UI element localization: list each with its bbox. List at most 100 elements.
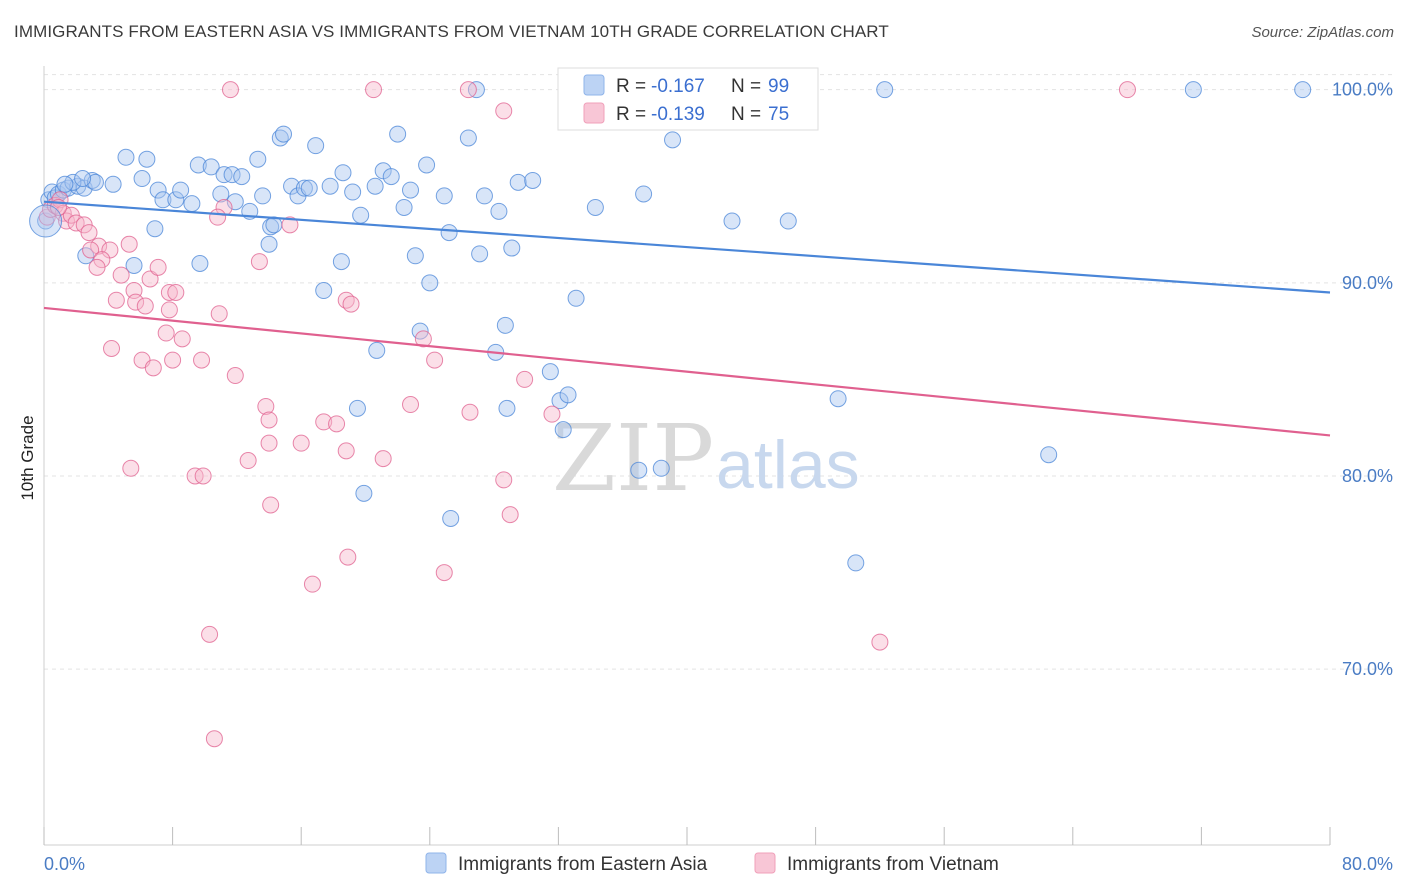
data-point (332, 253, 350, 271)
data-point (283, 177, 301, 195)
data-point (160, 301, 178, 319)
x-tick-label-max: 80.0% (1342, 854, 1393, 874)
data-point (471, 245, 489, 263)
data-point (503, 239, 521, 257)
data-point (138, 150, 156, 168)
data-point (250, 253, 268, 271)
data-point (418, 156, 436, 174)
series-points-vietnam (38, 81, 1136, 748)
trend-line-vietnam (43, 306, 1331, 437)
data-point (149, 181, 167, 199)
data-point (164, 351, 182, 369)
data-point (495, 471, 513, 489)
data-point (201, 625, 219, 643)
data-point (541, 363, 559, 381)
data-point (586, 198, 604, 216)
data-point (871, 633, 889, 651)
data-point (103, 339, 121, 357)
gridlines (44, 74, 1395, 670)
data-point (779, 212, 797, 230)
data-point (260, 434, 278, 452)
data-point (212, 185, 230, 203)
series-legend-label-eastern-asia: Immigrants from Eastern Asia (458, 854, 708, 875)
data-point (226, 367, 244, 385)
data-point (104, 175, 122, 193)
data-point (355, 484, 373, 502)
data-point (442, 509, 460, 527)
legend-n-value-eastern-asia: 99 (768, 76, 789, 97)
data-point (295, 179, 313, 197)
data-point (315, 413, 333, 431)
data-point (260, 411, 278, 429)
data-point (281, 216, 299, 234)
legend-r-label-eastern-asia: R = (616, 76, 646, 97)
data-point (262, 218, 280, 236)
data-point (490, 202, 508, 220)
data-point (205, 730, 223, 748)
data-point (368, 341, 386, 359)
data-point (543, 405, 561, 423)
data-point (664, 131, 682, 149)
data-point (122, 459, 140, 477)
data-point (382, 168, 400, 186)
data-point (374, 450, 392, 468)
series-legend: Immigrants from Eastern Asia Immigrants … (425, 852, 999, 875)
data-point (133, 170, 151, 188)
data-point (426, 351, 444, 369)
series-legend-swatch-eastern-asia (425, 852, 447, 874)
data-point (342, 295, 360, 313)
data-point (210, 305, 228, 323)
data-point (498, 399, 516, 417)
series-legend-swatch-vietnam (754, 852, 776, 874)
data-point (80, 224, 98, 242)
y-tick-label: 90.0% (1342, 273, 1393, 293)
data-point (125, 256, 143, 274)
data-point (141, 270, 159, 288)
data-point (202, 158, 220, 176)
trend-lines (43, 200, 1331, 437)
data-point (630, 461, 648, 479)
data-point (516, 370, 534, 388)
data-point (328, 415, 346, 433)
legend-swatch-vietnam (583, 102, 605, 124)
data-point (459, 81, 477, 99)
data-point (167, 191, 185, 209)
data-point (440, 224, 458, 242)
data-point (226, 193, 244, 211)
data-point (183, 195, 201, 213)
source-credit: Source: ZipAtlas.com (1251, 24, 1394, 41)
data-point (495, 102, 513, 120)
data-point (172, 181, 190, 199)
data-point (567, 289, 585, 307)
data-point (352, 206, 370, 224)
series-legend-label-vietnam: Immigrants from Vietnam (787, 854, 999, 875)
data-point (307, 137, 325, 155)
data-point (321, 177, 339, 195)
y-tick-label: 100.0% (1332, 80, 1393, 100)
data-point (559, 386, 577, 404)
data-point (395, 198, 413, 216)
data-point (74, 170, 92, 188)
data-point (554, 421, 572, 439)
data-point (136, 297, 154, 315)
legend-r-value-vietnam: -0.139 (651, 104, 705, 125)
legend-r-value-eastern-asia: -0.167 (651, 76, 705, 97)
data-point (339, 548, 357, 566)
y-tick-labels: 70.0% 80.0% 90.0% 100.0% (1332, 80, 1393, 679)
data-point (1118, 81, 1136, 99)
data-point (144, 359, 162, 377)
y-tick-label: 70.0% (1342, 659, 1393, 679)
data-point (459, 129, 477, 147)
data-point (303, 575, 321, 593)
data-point (348, 399, 366, 417)
data-point (365, 81, 383, 99)
stats-legend: R = -0.167 N = 99 R = -0.139 N = 75 (557, 67, 819, 131)
data-point (344, 183, 362, 201)
watermark-zip: ZIP (552, 405, 714, 512)
data-point (315, 282, 333, 300)
data-point (496, 316, 514, 334)
data-point (501, 506, 519, 524)
data-point (723, 212, 741, 230)
data-point (337, 442, 355, 460)
data-point (421, 274, 439, 292)
